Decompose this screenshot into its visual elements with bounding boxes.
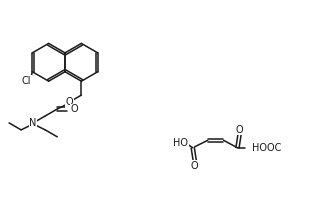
Text: HOOC: HOOC (252, 143, 282, 153)
Text: HO: HO (173, 138, 188, 148)
Text: Cl: Cl (22, 76, 31, 86)
Text: O: O (236, 125, 243, 135)
Text: O: O (65, 97, 73, 107)
Text: N: N (29, 118, 37, 128)
Text: O: O (191, 161, 199, 171)
Text: O: O (70, 104, 78, 114)
